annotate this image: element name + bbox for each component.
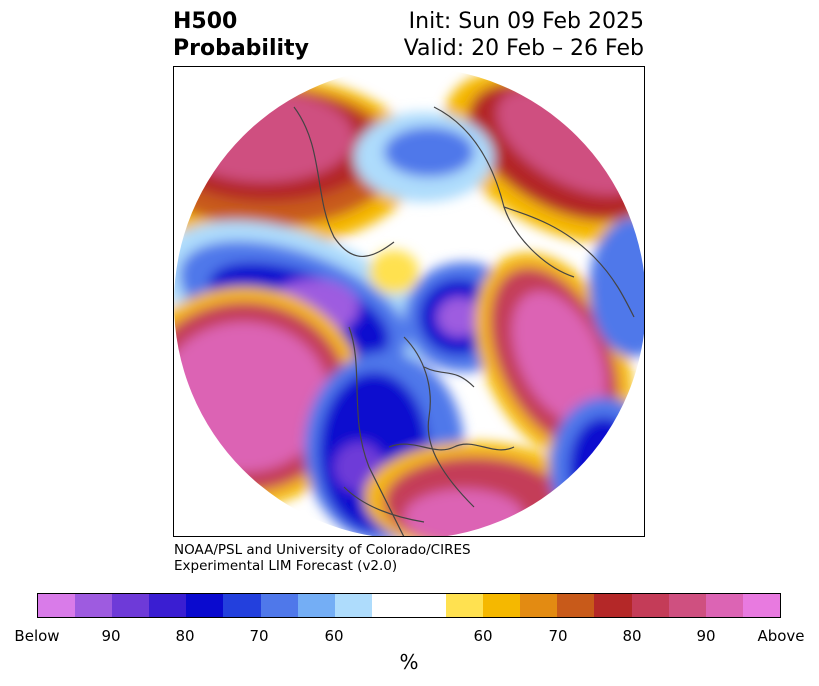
country-borders [293, 106, 635, 536]
colorbar-tick-label: 60 [473, 627, 493, 645]
polar-map [173, 66, 645, 537]
colorbar-below-segment-6 [223, 594, 261, 617]
credit-line-2: Experimental LIM Forecast (v2.0) [174, 558, 398, 574]
title-quantity: Probability [173, 36, 309, 61]
colorbar-above-segment-1 [446, 594, 484, 617]
colorbar-below-segment-9 [334, 594, 372, 617]
colorbar-above-segment-6 [631, 594, 669, 617]
probability-field [174, 67, 644, 536]
title-variable: H500 [173, 9, 238, 34]
credit-text: NOAA/PSL and University of Colorado/CIRE… [174, 542, 471, 574]
colorbar-above-segment-2 [483, 594, 521, 617]
colorbar-above-segment-7 [668, 594, 706, 617]
colorbar-below-segment-2 [75, 594, 113, 617]
colorbar-above-segment-3 [520, 594, 558, 617]
colorbar-tick-label: Above [757, 627, 805, 645]
colorbar-above-segment-9 [742, 594, 780, 617]
colorbar-below-segment-1 [38, 594, 76, 617]
init-date: Init: Sun 09 Feb 2025 [408, 9, 644, 34]
colorbar-tick-label: 70 [249, 627, 269, 645]
colorbar-units: % [399, 650, 419, 674]
forecast-dates: Init: Sun 09 Feb 2025 Valid: 20 Feb – 26… [404, 8, 644, 62]
colorbar-tick-label: 90 [696, 627, 716, 645]
colorbar-above-segment-4 [557, 594, 595, 617]
colorbar-neutral-segment [371, 594, 447, 617]
map-title: H500 Probability [173, 8, 309, 62]
colorbar-below-segment-8 [297, 594, 335, 617]
colorbar-tick-label: 90 [101, 627, 121, 645]
valid-range: Valid: 20 Feb – 26 Feb [403, 36, 644, 61]
colorbar-below-segment-7 [260, 594, 298, 617]
colorbar-below-segment-4 [149, 594, 187, 617]
colorbar-below-segment-5 [186, 594, 224, 617]
credit-line-1: NOAA/PSL and University of Colorado/CIRE… [174, 542, 471, 558]
colorbar-tick-label: 80 [622, 627, 642, 645]
colorbar-tick-label: 60 [324, 627, 344, 645]
colorbar-above-segment-5 [594, 594, 632, 617]
colorbar-tick-label: 70 [548, 627, 568, 645]
colorbar-tick-label: Below [14, 627, 60, 645]
colorbar [37, 593, 781, 618]
colorbar-tick-label: 80 [175, 627, 195, 645]
colorbar-above-segment-8 [705, 594, 743, 617]
colorbar-below-segment-3 [112, 594, 150, 617]
